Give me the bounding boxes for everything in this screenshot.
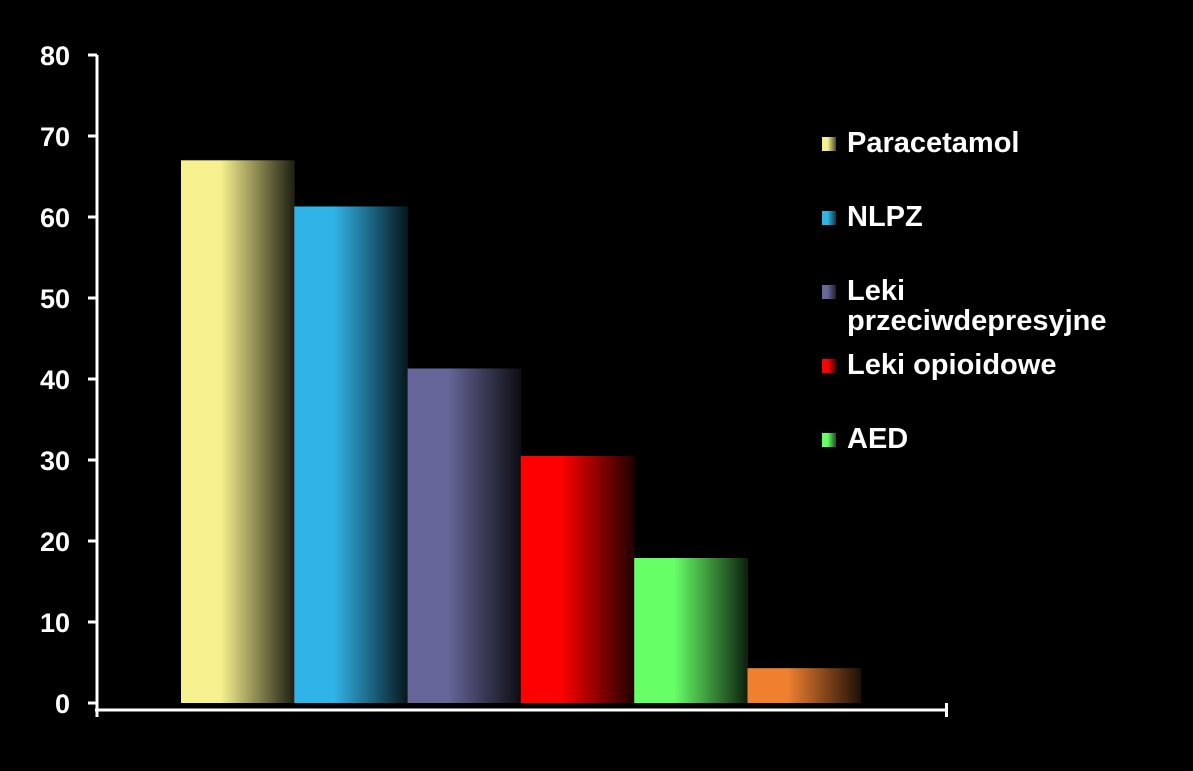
legend-swatch xyxy=(822,211,836,225)
legend-item-leki-przeciwdepresyjne: Leki przeciwdepresyjne xyxy=(822,270,1147,336)
legend-label: Leki przeciwdepresyjne xyxy=(847,275,1107,337)
bars-group xyxy=(181,160,862,704)
y-tick-label-20: 20 xyxy=(40,527,70,557)
legend-swatch xyxy=(822,285,836,299)
bar-leki-opioidowe xyxy=(520,455,635,703)
y-tick-label-80: 80 xyxy=(40,41,70,71)
bar-paracetamol xyxy=(181,160,295,704)
axes-group xyxy=(95,55,948,717)
bar-aed xyxy=(634,558,748,703)
y-tick-label-60: 60 xyxy=(40,203,70,233)
legend-swatch xyxy=(822,433,836,447)
bar-nlpz xyxy=(294,206,409,703)
legend-swatch xyxy=(822,137,836,151)
bar-series-6 xyxy=(747,668,862,703)
y-tick-label-0: 0 xyxy=(55,689,70,719)
legend-item-paracetamol: Paracetamol xyxy=(822,122,1020,158)
legend-label: NLPZ xyxy=(847,201,923,233)
legend-label: AED xyxy=(847,423,909,455)
legend-label: Leki opioidowe xyxy=(847,349,1057,381)
y-tick-label-40: 40 xyxy=(40,365,70,395)
y-tick-label-10: 10 xyxy=(40,608,70,638)
legend-item-nlpz: NLPZ xyxy=(822,196,923,232)
bar-leki-przeciwdepresyjne xyxy=(407,368,522,703)
y-tick-label-70: 70 xyxy=(40,122,70,152)
legend-label: Paracetamol xyxy=(847,127,1020,159)
y-tick-label-30: 30 xyxy=(40,446,70,476)
legend-swatch xyxy=(822,359,836,373)
y-tick-label-50: 50 xyxy=(40,284,70,314)
legend-item-leki-opioidowe: Leki opioidowe xyxy=(822,344,1056,380)
y-ticks-group: 0 10 20 30 40 50 60 70 80 xyxy=(40,41,97,719)
legend-item-aed: AED xyxy=(822,418,908,454)
